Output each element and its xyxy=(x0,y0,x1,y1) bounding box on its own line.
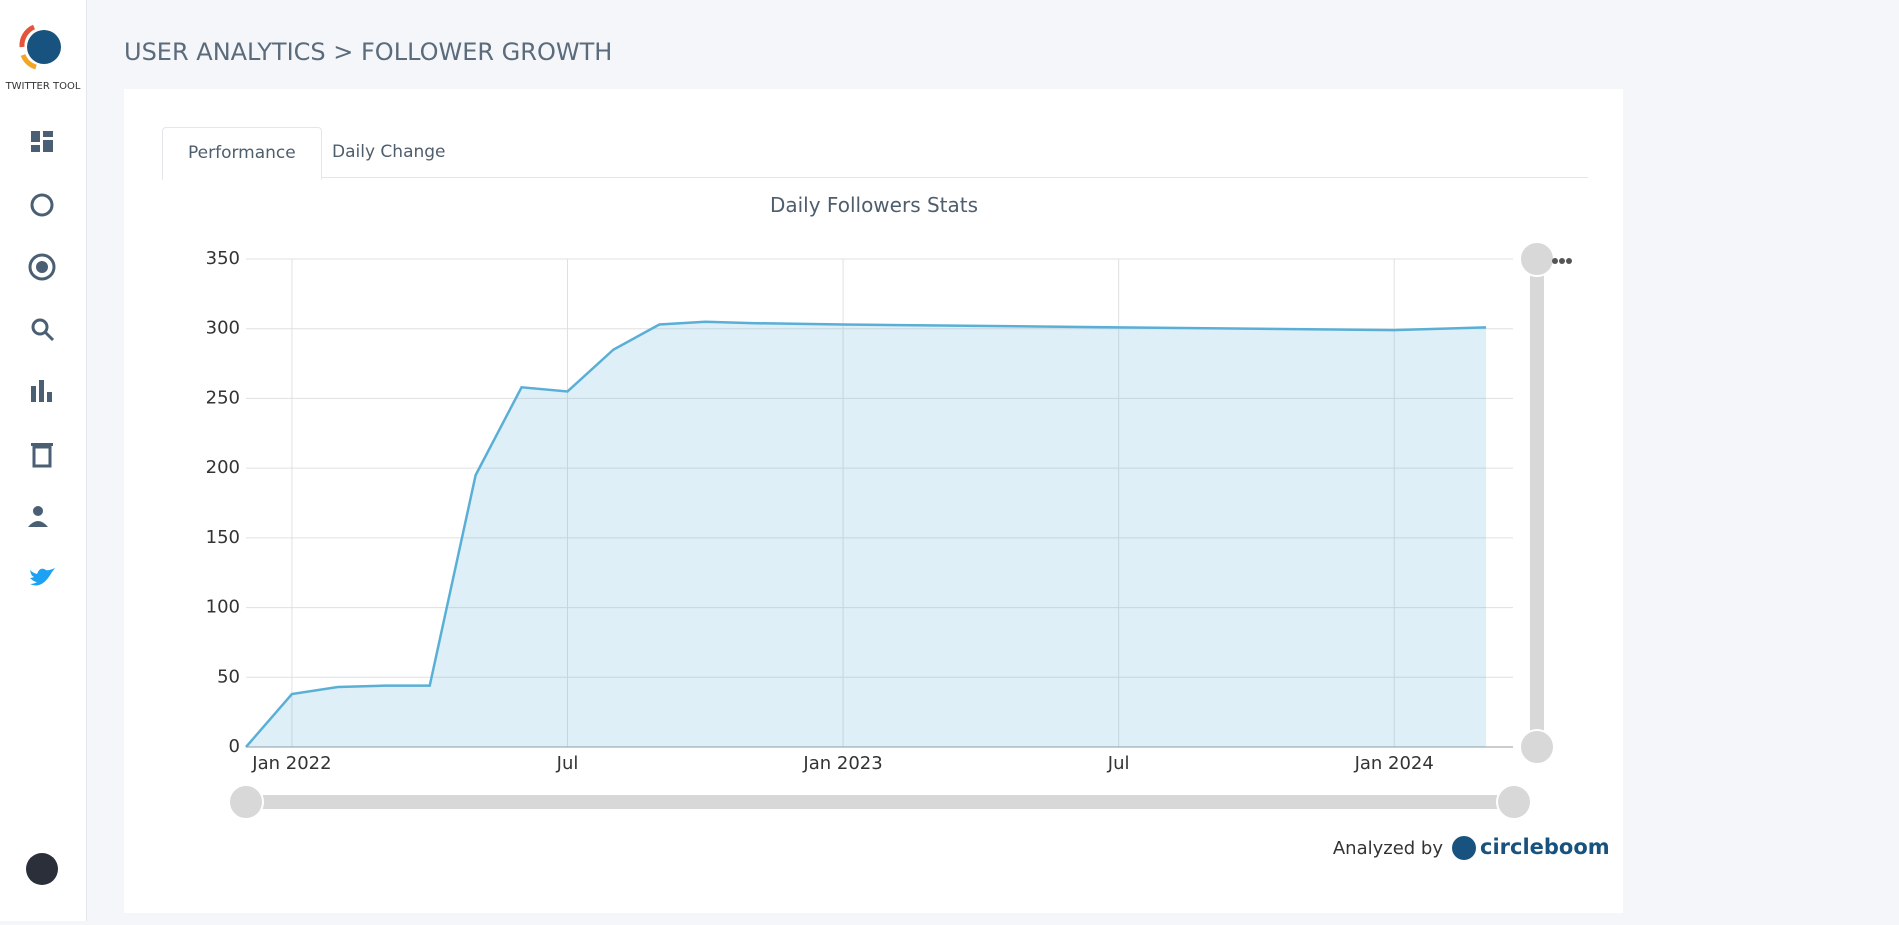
x-tick-label: Jul xyxy=(1107,753,1130,774)
y-tick-label: 250 xyxy=(206,387,240,408)
icon-delete[interactable] xyxy=(32,445,52,468)
x-tick-label: Jul xyxy=(556,753,579,774)
y-tick-label: 300 xyxy=(206,318,240,339)
scroll-handle[interactable] xyxy=(1519,241,1555,277)
logo xyxy=(27,30,61,64)
icon-delete[interactable] xyxy=(31,443,53,446)
scroll-handle[interactable] xyxy=(228,784,264,820)
icon-search[interactable] xyxy=(43,330,55,342)
footer-prefix: Analyzed by xyxy=(1333,838,1444,859)
y-tick-label: 150 xyxy=(206,527,240,548)
horizontal-scrollbar[interactable] xyxy=(246,795,1514,809)
brand: TWITTER TOOL xyxy=(5,81,81,92)
avatar[interactable] xyxy=(26,853,58,885)
chart-title: Daily Followers Stats xyxy=(770,193,978,217)
sidebar: TWITTER TOOL xyxy=(0,0,87,921)
icon-users[interactable] xyxy=(33,506,43,516)
icon-stats[interactable] xyxy=(39,380,44,402)
icon-stats[interactable] xyxy=(47,392,52,402)
menu-dot[interactable] xyxy=(1552,258,1558,264)
menu-dot[interactable] xyxy=(1559,258,1565,264)
area xyxy=(246,321,1487,747)
scroll-handle[interactable] xyxy=(1519,729,1555,765)
page-title: USER ANALYTICS > FOLLOWER GROWTH xyxy=(124,38,613,66)
icon-target[interactable] xyxy=(36,261,48,273)
tab-line xyxy=(162,177,1588,178)
icon-users[interactable] xyxy=(28,521,48,527)
line xyxy=(245,320,1487,748)
y-tick-label: 350 xyxy=(206,248,240,269)
logo-arc xyxy=(19,24,36,48)
footer-logo xyxy=(1452,836,1476,860)
icon-twitter[interactable] xyxy=(30,568,55,586)
y-tick-label: 100 xyxy=(206,597,240,618)
icon-dashboard[interactable] xyxy=(43,140,53,152)
menu-dot[interactable] xyxy=(1566,258,1572,264)
icon-stats[interactable] xyxy=(31,386,36,402)
y-tick-label: 200 xyxy=(206,457,240,478)
scroll-handle[interactable] xyxy=(1496,784,1532,820)
y-tick-label: 50 xyxy=(217,666,240,687)
tab[interactable]: Performance xyxy=(162,127,322,180)
icon-target[interactable] xyxy=(28,253,56,281)
vertical-scrollbar[interactable] xyxy=(1530,260,1544,748)
icon-network[interactable] xyxy=(30,193,54,217)
x-tick-label: Jan 2023 xyxy=(802,753,882,774)
footer-brand: circleboom xyxy=(1480,835,1610,859)
y-tick-label: 0 xyxy=(229,736,240,757)
icon-dashboard[interactable] xyxy=(31,131,40,142)
tab[interactable]: Daily Change xyxy=(332,142,446,162)
icon-dashboard[interactable] xyxy=(31,145,40,152)
x-tick-label: Jan 2024 xyxy=(1354,753,1434,774)
sidebar-icons: TWITTER TOOL xyxy=(5,24,81,885)
x-tick-label: Jan 2022 xyxy=(251,753,331,774)
icon-dashboard[interactable] xyxy=(43,131,53,137)
logo-arc xyxy=(20,53,37,70)
card: Performance Daily Change xyxy=(124,89,1623,913)
icon-search[interactable] xyxy=(31,318,49,336)
